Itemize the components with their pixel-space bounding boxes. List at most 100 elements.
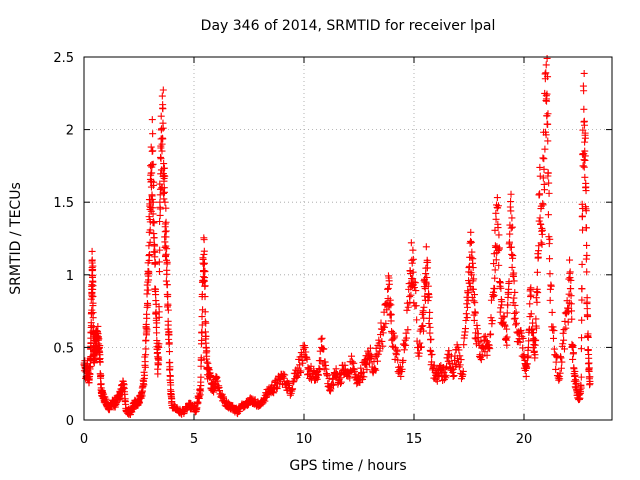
data-point — [564, 318, 572, 326]
data-point — [159, 135, 167, 143]
data-point — [207, 371, 215, 379]
data-point — [303, 355, 311, 363]
data-point — [146, 226, 154, 234]
data-point — [428, 350, 436, 358]
data-point — [162, 218, 170, 226]
data-point — [444, 350, 452, 358]
data-point — [511, 310, 519, 318]
data-point — [488, 317, 496, 325]
data-point — [371, 364, 379, 372]
y-axis-label: SRMTID / TECUs — [8, 182, 24, 295]
data-point — [442, 371, 450, 379]
data-point — [524, 352, 532, 360]
data-point — [198, 313, 206, 321]
data-point — [150, 234, 158, 242]
data-point — [88, 256, 96, 264]
data-point — [197, 382, 205, 390]
data-point — [468, 248, 476, 256]
data-point — [580, 156, 588, 164]
data-point — [494, 202, 502, 210]
data-point — [535, 217, 543, 225]
data-point — [502, 334, 510, 342]
data-point — [456, 352, 464, 360]
data-point — [166, 363, 174, 371]
data-point — [427, 335, 435, 343]
axes: 0 5 10 15 20 0 0.5 1 1.5 2 2.5 — [53, 51, 613, 447]
data-point — [544, 211, 552, 219]
data-point — [569, 342, 577, 350]
data-point — [492, 209, 500, 217]
data-point — [159, 119, 167, 127]
data-point — [146, 200, 154, 208]
data-point — [507, 198, 515, 206]
data-point — [468, 271, 476, 279]
data-point — [89, 299, 97, 307]
data-point — [497, 304, 505, 312]
data-point — [417, 343, 425, 351]
data-point — [530, 341, 538, 349]
x-tick-label: 5 — [190, 432, 198, 447]
data-point — [378, 337, 386, 345]
data-point — [366, 359, 374, 367]
data-point — [536, 163, 544, 171]
data-point — [504, 301, 512, 309]
data-point — [445, 347, 453, 355]
data-point — [464, 289, 472, 297]
data-point — [544, 73, 552, 81]
data-point — [391, 332, 399, 340]
data-point — [317, 335, 325, 343]
data-point — [153, 319, 161, 327]
data-point — [456, 361, 464, 369]
plot-frame — [83, 56, 613, 421]
data-point — [462, 310, 470, 318]
data-point — [469, 264, 477, 272]
data-point — [337, 378, 345, 386]
data-point — [398, 365, 406, 373]
data-points — [80, 54, 594, 419]
data-point — [163, 258, 171, 266]
data-point — [508, 263, 516, 271]
data-point — [567, 292, 575, 300]
data-point — [491, 285, 499, 293]
data-point — [583, 241, 591, 249]
data-point — [196, 391, 204, 399]
data-point — [497, 284, 505, 292]
data-point — [387, 310, 395, 318]
data-point — [503, 309, 511, 317]
data-point — [146, 238, 154, 246]
data-point — [516, 338, 524, 346]
data-point — [141, 363, 149, 371]
y-tick-label: 2.5 — [53, 51, 74, 66]
data-point — [155, 308, 163, 316]
data-point — [409, 268, 417, 276]
data-point — [483, 351, 491, 359]
data-point — [157, 153, 165, 161]
data-point — [297, 367, 305, 375]
data-point — [157, 112, 165, 120]
data-point — [163, 245, 171, 253]
data-point — [420, 303, 428, 311]
data-point — [509, 252, 517, 260]
data-point — [568, 307, 576, 315]
data-point — [201, 308, 209, 316]
data-point — [158, 125, 166, 133]
data-point — [550, 327, 558, 335]
data-point — [487, 330, 495, 338]
data-point — [536, 190, 544, 198]
data-point — [510, 277, 518, 285]
data-point — [418, 322, 426, 330]
data-point — [198, 290, 206, 298]
data-point — [385, 280, 393, 288]
data-point — [579, 226, 587, 234]
data-point — [301, 344, 309, 352]
data-point — [525, 337, 533, 345]
data-point — [363, 366, 371, 374]
data-point — [542, 69, 550, 77]
data-point — [578, 285, 586, 293]
data-point — [320, 345, 328, 353]
data-point — [426, 308, 434, 316]
data-point — [357, 364, 365, 372]
data-point — [273, 385, 281, 393]
data-point — [154, 370, 162, 378]
